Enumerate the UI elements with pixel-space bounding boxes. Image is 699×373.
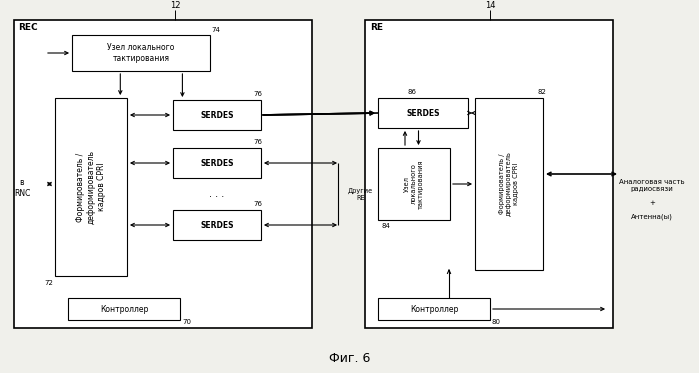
Text: REC: REC [18, 23, 38, 32]
Bar [173, 148, 261, 178]
Bar [365, 20, 613, 328]
Text: 82: 82 [538, 89, 547, 95]
Text: 72: 72 [44, 280, 53, 286]
Text: Формирователь /
деформирователь
кадров CPRI: Формирователь / деформирователь кадров C… [76, 150, 106, 224]
Text: RE: RE [370, 23, 384, 32]
Bar [14, 20, 312, 328]
Text: в
RNC: в RNC [14, 178, 30, 198]
Text: SERDES: SERDES [200, 159, 233, 167]
Text: Другие
RE: Другие RE [348, 188, 373, 201]
Text: 74: 74 [211, 27, 220, 33]
Bar [68, 298, 180, 320]
Bar [378, 148, 450, 220]
Bar [173, 100, 261, 130]
Bar [378, 98, 468, 128]
Text: Фиг. 6: Фиг. 6 [329, 351, 370, 364]
Bar [378, 298, 490, 320]
Text: 76: 76 [253, 91, 262, 97]
Bar [72, 35, 210, 71]
Text: SERDES: SERDES [200, 110, 233, 119]
Text: 80: 80 [492, 319, 501, 325]
Text: 86: 86 [408, 89, 417, 95]
Text: SERDES: SERDES [200, 220, 233, 229]
Text: Контроллер: Контроллер [410, 304, 458, 313]
Text: 76: 76 [253, 139, 262, 145]
Bar [475, 98, 543, 270]
Text: SERDES: SERDES [406, 109, 440, 117]
Text: 70: 70 [182, 319, 191, 325]
Text: Узел локального
тактирования: Узел локального тактирования [108, 43, 175, 63]
Bar [173, 210, 261, 240]
Text: 84: 84 [382, 223, 391, 229]
Text: 12: 12 [170, 1, 180, 10]
Text: 76: 76 [253, 201, 262, 207]
Text: Формирователь /
деформирователь
кадров CPRI: Формирователь / деформирователь кадров C… [499, 151, 519, 216]
Text: Контроллер: Контроллер [100, 304, 148, 313]
Text: 14: 14 [484, 1, 496, 10]
Text: Аналоговая часть
радиосвязи

+

Антенна(ы): Аналоговая часть радиосвязи + Антенна(ы) [619, 179, 685, 220]
Text: . . .: . . . [210, 189, 224, 199]
Text: Узел
локального
тактирования: Узел локального тактирования [404, 159, 424, 209]
Bar [55, 98, 127, 276]
